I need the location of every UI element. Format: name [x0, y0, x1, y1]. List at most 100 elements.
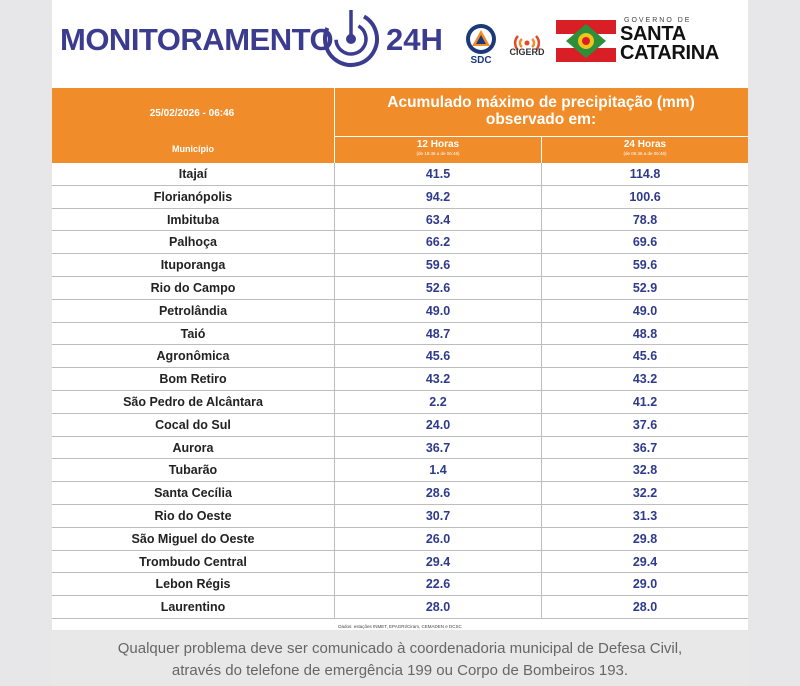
column-divider	[334, 596, 335, 618]
column-header-24h-label: 24 Horas	[623, 139, 667, 150]
table-row: Santa Cecília 28.6 32.2	[52, 482, 748, 505]
cell-24h: 28.0	[632, 600, 658, 615]
cell-municipio: Petrolândia	[158, 303, 228, 318]
column-divider	[334, 254, 335, 276]
table-row: Tubarão 1.4 32.8	[52, 459, 748, 483]
gov-line1: SANTA	[620, 23, 686, 45]
sdc-logo-icon	[466, 24, 496, 54]
cell-24h: 52.9	[632, 280, 658, 295]
report-page: MONITORAMENTO 24H SDC CIGERD	[52, 0, 748, 686]
footer-line2: através do telefone de emergência 199 ou…	[171, 662, 629, 679]
cell-municipio: Palhoça	[169, 235, 217, 250]
gov-line2: CATARINA	[620, 42, 720, 64]
cell-12h: 59.6	[425, 258, 451, 273]
footer-line1: Qualquer problema deve ser comunicado à …	[117, 640, 683, 657]
cell-12h: 1.4	[429, 463, 447, 478]
cell-12h: 29.4	[425, 554, 451, 569]
column-divider	[541, 527, 542, 550]
column-divider	[334, 436, 335, 459]
header-divider	[334, 88, 335, 163]
table-row: Ituporanga 59.6 59.6	[52, 254, 748, 277]
cell-municipio: Itajaí	[178, 167, 208, 181]
header: MONITORAMENTO 24H SDC CIGERD	[52, 0, 748, 88]
cell-24h: 69.6	[632, 235, 658, 250]
cell-municipio: Rio do Campo	[150, 280, 236, 295]
column-divider	[541, 368, 542, 390]
table-row: Rio do Campo 52.6 52.9	[52, 276, 748, 300]
report-timestamp: 25/02/2026 - 06:46	[149, 108, 235, 119]
cell-24h: 29.4	[632, 554, 658, 569]
column-divider	[334, 368, 335, 390]
column-divider	[541, 459, 542, 482]
cell-12h: 26.0	[425, 531, 451, 546]
cell-municipio: Ituporanga	[160, 258, 226, 273]
column-divider	[541, 504, 542, 527]
column-divider	[334, 208, 335, 231]
table-row: Taió 48.7 48.8	[52, 322, 748, 346]
table-row: Laurentino 28.0 28.0	[52, 596, 748, 619]
cell-24h: 36.7	[632, 440, 658, 455]
cell-24h: 78.8	[632, 212, 658, 227]
cell-12h: 52.6	[425, 280, 451, 295]
table-column-header-band	[52, 136, 748, 163]
sdc-label: SDC	[470, 55, 492, 66]
cell-municipio: Imbituba	[166, 212, 220, 227]
page-title-suffix: 24H	[386, 22, 443, 57]
cell-municipio: Florianópolis	[153, 189, 233, 204]
cell-municipio: Cocal do Sul	[155, 417, 231, 432]
table-row: Trombudo Central 29.4 29.4	[52, 550, 748, 574]
column-divider	[541, 276, 542, 299]
gov-name: SANTA CATARINA	[620, 23, 720, 64]
table-row: Florianópolis 94.2 100.6	[52, 185, 748, 209]
column-divider	[334, 390, 335, 413]
table-row: Itajaí 41.5 114.8	[52, 163, 748, 186]
table-row: Bom Retiro 43.2 43.2	[52, 368, 748, 391]
table-row: Rio do Oeste 30.7 31.3	[52, 504, 748, 528]
column-divider	[334, 573, 335, 596]
cell-24h: 41.2	[632, 394, 658, 409]
gov-small-label: GOVERNO DE	[624, 17, 692, 24]
cell-municipio: Laurentino	[160, 600, 226, 615]
column-divider	[334, 527, 335, 550]
footer-notice: Qualquer problema deve ser comunicado à …	[52, 630, 748, 686]
cell-24h: 114.8	[629, 167, 661, 181]
cell-12h: 28.0	[425, 600, 451, 615]
column-divider	[334, 185, 335, 208]
column-divider	[334, 413, 335, 436]
column-divider	[541, 299, 542, 322]
cell-12h: 94.2	[425, 189, 451, 204]
cell-24h: 45.6	[632, 349, 658, 364]
cell-municipio: Rio do Oeste	[154, 508, 232, 523]
radar-icon	[323, 10, 379, 67]
table-title: Acumulado máximo de precipitação (mm) ob…	[334, 94, 748, 128]
table-row: Aurora 36.7 36.7	[52, 436, 748, 460]
column-divider	[334, 504, 335, 527]
table-title-band	[52, 88, 748, 136]
column-divider	[541, 163, 542, 185]
column-divider	[334, 322, 335, 345]
cigerd-logo-icon	[513, 35, 541, 51]
column-divider	[334, 276, 335, 299]
column-divider	[541, 390, 542, 413]
column-header-municipio: Município	[172, 144, 214, 154]
table-row: São Miguel do Oeste 26.0 29.8	[52, 527, 748, 551]
cell-12h: 63.4	[425, 212, 451, 227]
table-title-line2: observado em:	[485, 111, 597, 128]
table-row: Lebon Régis 22.6 29.0	[52, 573, 748, 597]
cell-24h: 48.8	[632, 326, 658, 341]
column-divider	[541, 185, 542, 208]
santa-catarina-flag-icon	[556, 20, 616, 62]
cell-24h: 37.6	[632, 417, 658, 432]
cell-24h: 29.8	[632, 531, 658, 546]
cell-12h: 24.0	[425, 417, 451, 432]
column-divider	[334, 459, 335, 482]
column-divider	[541, 254, 542, 276]
column-header-24h: 24 Horas (de 06:46 a de 06:46)	[542, 139, 748, 156]
page-title: MONITORAMENTO	[60, 22, 334, 57]
cell-24h: 49.0	[632, 303, 658, 318]
column-divider	[334, 345, 335, 368]
cell-municipio: Tubarão	[168, 463, 218, 478]
cell-municipio: São Pedro de Alcântara	[123, 394, 263, 409]
cell-municipio: Santa Cecília	[154, 486, 232, 501]
cell-12h: 36.7	[425, 440, 451, 455]
